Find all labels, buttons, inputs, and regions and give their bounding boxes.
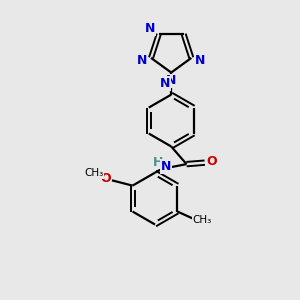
Text: N: N xyxy=(161,160,171,173)
Text: CH₃: CH₃ xyxy=(192,215,212,225)
Text: N: N xyxy=(195,54,206,68)
Text: O: O xyxy=(100,172,111,185)
Text: N: N xyxy=(137,54,147,68)
Text: O: O xyxy=(206,155,217,168)
Text: N: N xyxy=(145,22,156,35)
Text: CH₃: CH₃ xyxy=(85,168,104,178)
Text: N: N xyxy=(160,77,170,90)
Text: N: N xyxy=(166,74,176,87)
Text: H: H xyxy=(153,156,163,169)
